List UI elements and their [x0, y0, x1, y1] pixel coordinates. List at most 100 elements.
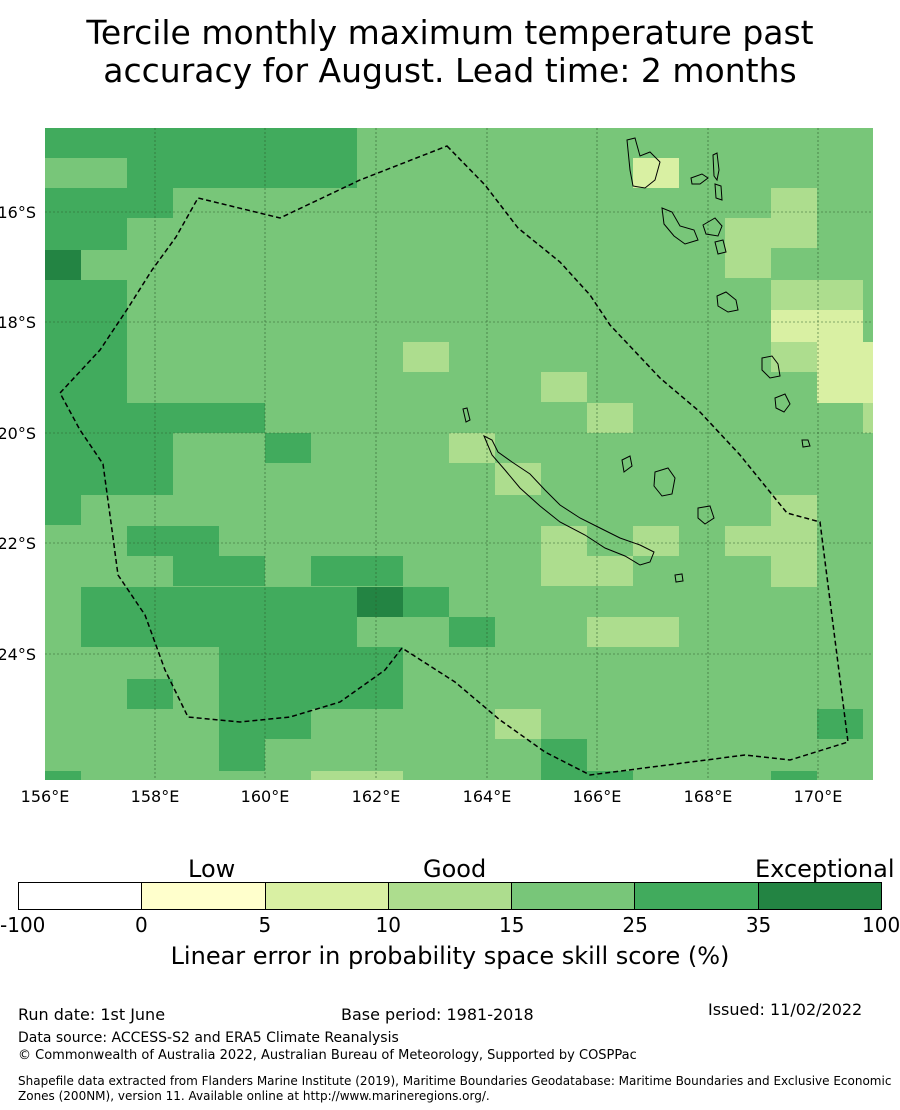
colorbar-tick-label: 10 [375, 913, 402, 937]
skill-cell [771, 771, 817, 780]
island-coastline [626, 137, 661, 189]
skill-cell [45, 158, 127, 188]
issued-date: Issued: 11/02/2022 [708, 1000, 863, 1019]
skill-map: 16°S 18°S 20°S 22°S 24°S 156°E 158°E 160°E 162°E… [0, 128, 873, 806]
skill-cell [587, 771, 633, 780]
skill-cell [311, 556, 403, 586]
colorbar-segment [264, 883, 388, 909]
lat-tick-label: 20°S [0, 424, 36, 443]
lat-tick-label: 24°S [0, 645, 36, 664]
run-date: Run date: 1st June [18, 1005, 166, 1024]
colorbar-segment [757, 883, 881, 909]
island-coastline [653, 467, 676, 497]
skill-cell [173, 556, 265, 586]
colorbar-tick-label: 5 [258, 913, 272, 937]
colorbar-tick-label: 15 [498, 913, 525, 937]
skill-cell [771, 495, 817, 526]
skill-cell [45, 771, 81, 780]
colorbar-tick-label: 25 [622, 913, 648, 937]
skill-cell [817, 342, 873, 403]
island-coastline [761, 355, 781, 379]
skill-cell [127, 679, 173, 709]
lon-tick-label: 166°E [573, 787, 622, 806]
lon-tick-label: 170°E [794, 787, 843, 806]
lon-tick-label: 168°E [684, 787, 733, 806]
island-coastline [712, 152, 720, 182]
island-coastline [674, 573, 684, 583]
skill-cell [771, 342, 817, 372]
island-coastline [621, 455, 633, 473]
axis-ticks: 16°S 18°S 20°S 22°S 24°S 156°E 158°E 160°E 162°E… [0, 203, 842, 806]
colorbar-segment [141, 883, 265, 909]
skill-cell [771, 188, 817, 218]
skill-cell [265, 433, 311, 463]
skill-cell [633, 158, 679, 188]
colorbar-title: Linear error in probability space skill … [170, 942, 730, 970]
colorbar-segment [634, 883, 758, 909]
skill-cell [219, 647, 403, 679]
colorbar-segment [19, 883, 142, 909]
skill-cell [81, 587, 357, 647]
coastlines [462, 137, 811, 583]
skill-cell [45, 495, 81, 525]
colorbar-label-good: Good [423, 855, 487, 883]
island-coastline [801, 439, 811, 448]
skill-cell [725, 248, 771, 278]
skill-cell [541, 739, 587, 780]
lat-tick-label: 16°S [0, 203, 36, 222]
map-title: Tercile monthly maximum temperature past… [0, 14, 900, 90]
eez-boundary [59, 145, 849, 776]
island-coastline [697, 505, 715, 525]
island-coastline [714, 183, 723, 201]
skill-cell [495, 463, 541, 495]
data-source: Data source: ACCESS-S2 and ERA5 Climate … [18, 1030, 399, 1046]
skill-cell [817, 709, 863, 739]
skill-cell [725, 526, 817, 556]
copyright: © Commonwealth of Australia 2022, Austra… [18, 1048, 637, 1063]
skill-cell [725, 218, 817, 248]
skill-cell [541, 372, 587, 402]
skill-cell [45, 218, 127, 250]
skill-cell [45, 433, 173, 495]
island-coastline [462, 407, 471, 423]
skill-cell [633, 526, 679, 556]
skill-cell [587, 617, 679, 647]
shapefile-credit: Shapefile data extracted from Flanders M… [18, 1074, 892, 1103]
lon-tick-label: 160°E [241, 787, 290, 806]
colorbar-segment [511, 883, 635, 909]
lon-tick-label: 164°E [463, 787, 512, 806]
skill-cell [45, 128, 357, 158]
lat-tick-label: 22°S [0, 534, 36, 553]
skill-cell [771, 280, 863, 310]
colorbar-tick-label: 35 [745, 913, 772, 937]
colorbar-tick-label: 0 [135, 913, 148, 937]
skill-cell [541, 556, 633, 586]
graticule [45, 128, 873, 780]
skill-cell [771, 310, 863, 342]
skill-cell [587, 403, 633, 433]
title-line-2: accuracy for August. Lead time: 2 months [103, 51, 797, 90]
skill-cell [311, 771, 403, 780]
lon-tick-label: 156°E [21, 787, 70, 806]
skill-cell [219, 679, 403, 709]
skill-cell [45, 188, 173, 218]
island-coastline [774, 393, 791, 413]
grande-terre-coastline [483, 434, 655, 566]
skill-cell [127, 158, 357, 188]
colorbar [18, 882, 882, 910]
skill-cell [863, 403, 873, 433]
lon-tick-label: 158°E [131, 787, 180, 806]
skill-cell [45, 280, 127, 403]
skill-cell [771, 556, 817, 587]
island-coastline [702, 217, 723, 237]
island-coastline [716, 291, 739, 313]
lat-tick-label: 18°S [0, 313, 36, 332]
skill-cell [449, 617, 495, 647]
island-coastline [714, 239, 727, 255]
colorbar-segment [387, 883, 512, 909]
skill-cell [127, 526, 219, 556]
island-coastline [661, 207, 699, 245]
skill-cell [541, 526, 587, 556]
colorbar-tick-label: -100 [0, 913, 46, 937]
skill-cell [219, 739, 265, 771]
